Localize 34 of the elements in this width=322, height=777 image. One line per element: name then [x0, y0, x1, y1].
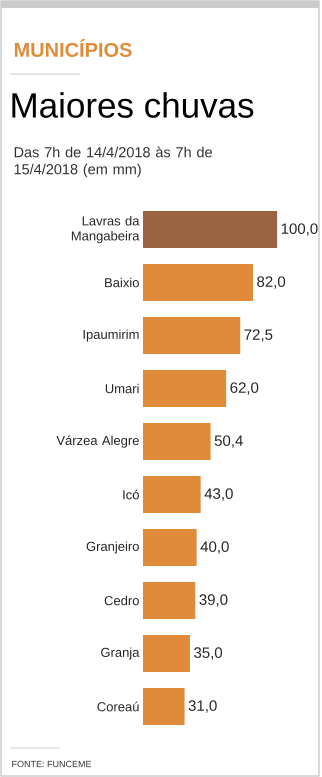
- data-label: 100,0: [282, 223, 318, 236]
- source-note: FONTE: FUNCEME: [12, 760, 92, 768]
- bar: [143, 476, 201, 514]
- bar: [143, 582, 196, 620]
- chart-subtitle: MUNICÍPIOS: [15, 39, 132, 57]
- y-tick-label: Icó: [124, 490, 140, 500]
- data-label: 40,0: [200, 541, 230, 554]
- y-tick-label: Granja: [101, 647, 140, 660]
- data-label: 39,0: [200, 594, 228, 607]
- data-label: 82,0: [257, 276, 286, 289]
- chart-title: Maiores chuvas: [12, 92, 254, 118]
- bar: [143, 264, 254, 302]
- y-tick-label: Ipaumirim: [84, 329, 139, 342]
- y-tick-label: Várzea Alegre: [56, 435, 140, 448]
- bar: [143, 317, 240, 354]
- y-tick-label: Lavras da Mangabeira: [72, 216, 140, 244]
- data-label: 72,5: [244, 329, 273, 342]
- y-tick-label: Granjeiro: [86, 541, 140, 554]
- bar: [143, 370, 226, 408]
- y-tick-label: Cedro: [104, 596, 140, 606]
- data-label: 43,0: [204, 488, 234, 501]
- y-tick-label: Coreaú: [98, 702, 139, 712]
- y-tick-label: Umari: [106, 384, 139, 394]
- bar: [143, 529, 197, 566]
- bar: [143, 635, 190, 672]
- bar: [143, 211, 278, 248]
- y-tick-label: Baixio: [105, 278, 140, 288]
- bar: [143, 423, 211, 460]
- data-label: 35,0: [194, 647, 222, 660]
- data-label: 50,4: [214, 435, 244, 448]
- bar: [143, 688, 185, 725]
- data-label: 31,0: [188, 700, 217, 713]
- data-label: 62,0: [230, 382, 259, 395]
- text: Das 7h de 14/4/2018 às 7h de 15/4/2018 (em mm): [14, 146, 212, 178]
